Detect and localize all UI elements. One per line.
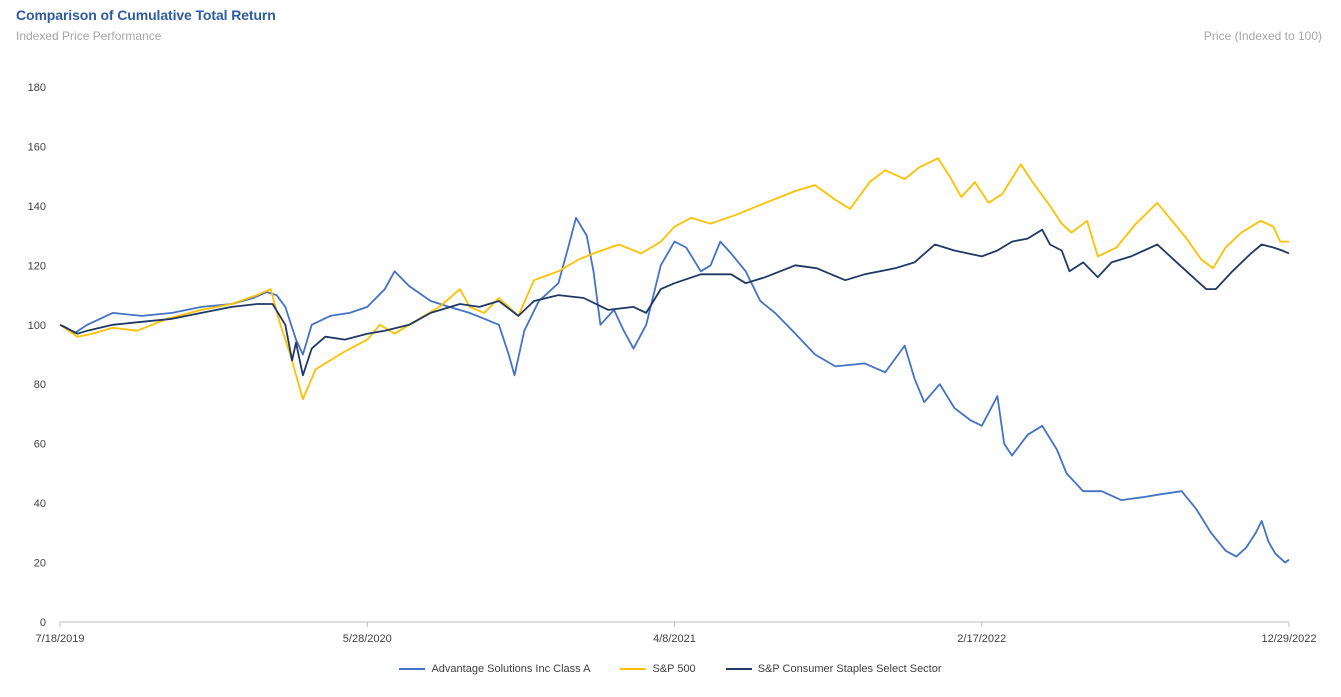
y-tick-label: 60 [34,439,46,451]
series-line-staples [59,228,1290,377]
y-tick-label: 140 [28,201,46,213]
legend-item-staples: S&P Consumer Staples Select Sector [725,663,942,675]
x-tick-label: 5/28/2020 [343,633,392,645]
chart-title: Comparison of Cumulative Total Return [16,7,276,23]
x-tick-label: 4/8/2021 [653,633,696,645]
line-chart: 0 20 40 60 80 100 120 140 160 180 7/18/2019 5/28/20… [28,82,1317,645]
y-tick-label: 180 [28,82,46,94]
legend-item-sp500: S&P 500 [620,663,696,675]
series-line-advantage [59,216,1290,564]
y-tick-label: 160 [28,141,46,153]
legend-label-advantage: Advantage Solutions Inc Class A [431,663,591,675]
legend-label-sp500: S&P 500 [652,663,696,675]
legend-swatch-advantage [399,668,426,670]
legend-label-staples: S&P Consumer Staples Select Sector [757,663,942,675]
x-tick-label: 12/29/2022 [1261,633,1316,645]
chart-subtitle: Indexed Price Performance [16,29,162,43]
y-tick-label: 0 [40,617,46,629]
chart-legend: Advantage Solutions Inc Class A S&P 500 … [0,663,1341,675]
legend-swatch-staples [725,668,752,670]
y-axis-label: Price (Indexed to 100) [1203,29,1322,43]
x-tick-label: 2/17/2022 [957,633,1006,645]
legend-item-advantage: Advantage Solutions Inc Class A [399,663,590,675]
legend-swatch-sp500 [620,668,647,670]
y-tick-label: 80 [34,379,46,391]
y-tick-label: 40 [34,498,46,510]
y-tick-label: 20 [34,558,46,570]
y-tick-label: 100 [28,320,46,332]
y-tick-label: 120 [28,260,46,272]
x-tick-label: 7/18/2019 [36,633,85,645]
series-line-sp500 [59,157,1289,400]
